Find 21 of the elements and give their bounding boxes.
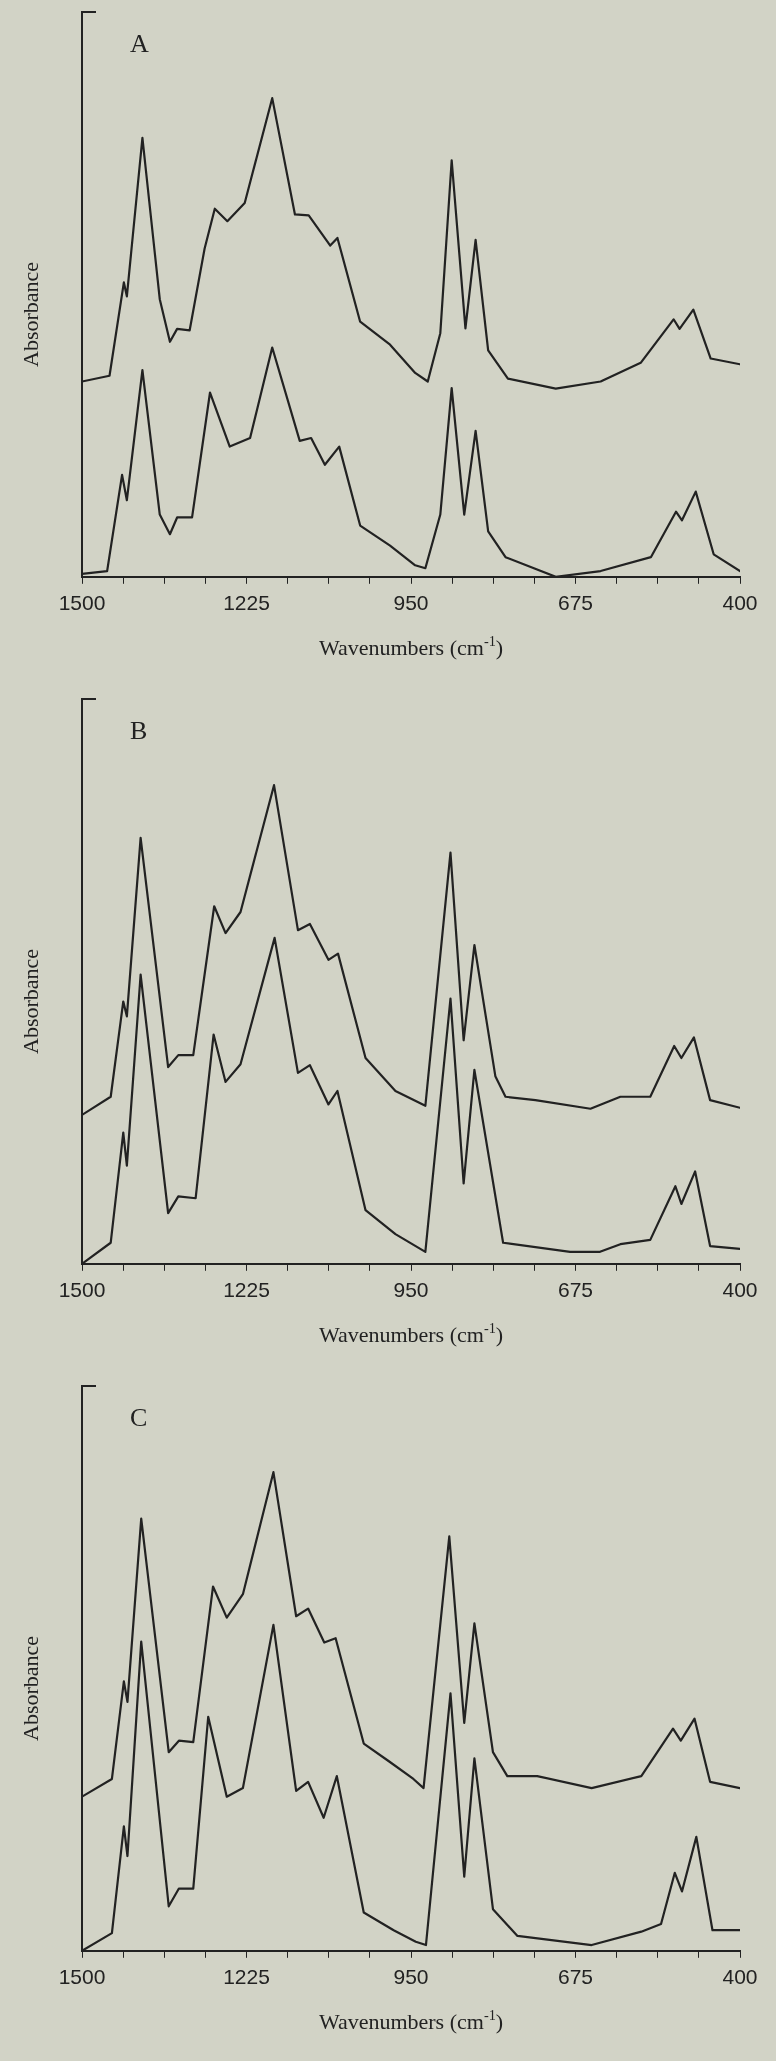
y-axis-title: Absorbance [18, 948, 43, 1054]
x-tick-label: 400 [722, 591, 758, 615]
x-tick-label: 675 [557, 1965, 594, 1989]
x-tick-label: 1225 [223, 1278, 270, 1302]
x-tick-label: 1500 [58, 591, 106, 615]
chart-title: B [130, 715, 148, 745]
x-tick-label: 950 [393, 1965, 429, 1989]
x-tick-label: 400 [722, 1278, 758, 1302]
x-tick-label: 1225 [223, 591, 270, 615]
x-tick-label: 950 [393, 591, 429, 615]
y-axis-title: Absorbance [18, 1635, 43, 1741]
chart-title: A [130, 28, 149, 58]
chart-title: C [130, 1402, 148, 1432]
x-tick-label: 400 [722, 1965, 758, 1989]
x-tick-label: 1500 [58, 1965, 106, 1989]
y-axis-title: Absorbance [18, 261, 43, 367]
x-tick-label: 950 [393, 1278, 429, 1302]
x-tick-label: 1500 [58, 1278, 106, 1302]
x-tick-label: 675 [557, 1278, 594, 1302]
x-tick-label: 1225 [223, 1965, 270, 1989]
x-tick-label: 675 [557, 591, 594, 615]
